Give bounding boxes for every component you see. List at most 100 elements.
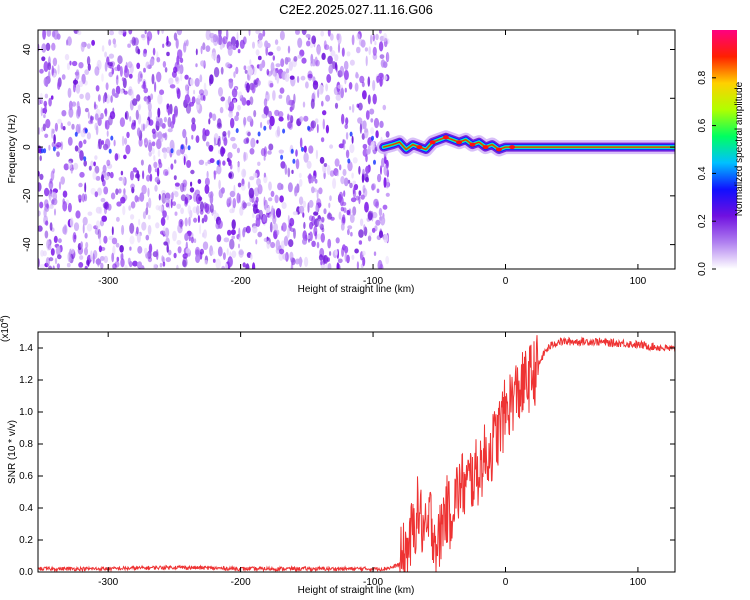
noise-blob — [336, 262, 340, 269]
noise-blob — [146, 98, 149, 105]
noise-blob — [246, 99, 251, 106]
noise-blob — [317, 218, 322, 228]
noise-blob — [267, 51, 274, 56]
noise-blob — [377, 173, 382, 183]
noise-blob — [56, 151, 60, 158]
noise-blob — [306, 160, 312, 169]
noise-blob — [116, 216, 120, 222]
noise-blob — [154, 168, 158, 173]
noise-blob — [193, 217, 198, 223]
noise-blob — [163, 241, 168, 246]
noise-blob — [334, 54, 339, 62]
noise-blob — [151, 128, 156, 134]
noise-blob — [110, 135, 114, 141]
noise-blob — [326, 257, 330, 262]
noise-blob — [130, 214, 135, 220]
noise-blob — [219, 44, 223, 50]
noise-blob — [169, 84, 176, 89]
noise-blob — [62, 190, 68, 198]
noise-blob — [289, 106, 293, 112]
noise-blob — [176, 88, 181, 100]
noise-blob — [190, 236, 194, 244]
noise-blob — [62, 201, 68, 212]
noise-blob — [138, 137, 143, 147]
noise-blob — [130, 89, 135, 100]
noise-blob — [216, 34, 222, 45]
snr-x-tick-label: 100 — [630, 577, 647, 588]
noise-blob — [45, 42, 51, 52]
noise-blob — [60, 176, 65, 185]
noise-blob — [368, 232, 372, 237]
noise-blob — [72, 79, 79, 85]
noise-blob — [316, 233, 322, 240]
noise-blob — [248, 187, 255, 199]
noise-blob — [369, 108, 375, 115]
noise-blob — [237, 49, 241, 54]
noise-blob — [40, 107, 43, 117]
noise-blob — [380, 165, 382, 175]
noise-blob — [93, 161, 96, 167]
noise-blob — [90, 160, 94, 167]
noise-blob — [129, 235, 135, 245]
noise-blob — [119, 117, 125, 128]
noise-blob — [349, 143, 355, 154]
noise-blob — [147, 214, 151, 220]
noise-blob — [370, 141, 375, 151]
noise-blob — [272, 55, 275, 61]
noise-blob — [134, 195, 139, 203]
noise-blob — [242, 262, 246, 268]
noise-blob — [152, 47, 156, 56]
noise-blob — [213, 67, 220, 78]
noise-blob — [287, 121, 292, 129]
noise-blob — [145, 207, 149, 216]
noise-blob — [374, 40, 377, 46]
noise-blob — [148, 142, 153, 153]
noise-blob — [253, 172, 258, 178]
noise-blob — [155, 249, 159, 261]
noise-blob — [101, 215, 107, 222]
noise-blob — [166, 146, 171, 154]
noise-blob — [296, 75, 300, 84]
noise-blob — [143, 124, 148, 129]
noise-blob — [142, 211, 147, 220]
noise-blob — [199, 74, 203, 83]
noise-blob — [276, 46, 281, 52]
noise-blob — [257, 161, 261, 166]
noise-blob — [192, 206, 198, 214]
noise-blob — [334, 102, 339, 109]
noise-blob — [199, 209, 204, 215]
noise-blob — [233, 99, 237, 104]
noise-blob — [163, 151, 167, 160]
noise-blob — [166, 51, 170, 57]
noise-blob — [351, 135, 354, 144]
noise-blob — [167, 249, 172, 256]
noise-blob — [270, 241, 276, 249]
noise-blob — [155, 222, 160, 229]
noise-blob — [268, 197, 273, 202]
noise-blob — [185, 39, 189, 47]
noise-blob — [195, 193, 202, 205]
snr-series-line — [38, 335, 675, 572]
noise-blob — [174, 182, 180, 187]
snr-x-label: Height of straight line (km) — [298, 585, 415, 596]
noise-blob — [329, 33, 334, 41]
noise-blob — [99, 237, 102, 245]
noise-blob — [244, 69, 248, 74]
noise-blob — [277, 182, 283, 191]
noise-blob — [311, 240, 316, 247]
noise-blob — [86, 259, 90, 266]
noise-blob — [227, 130, 231, 136]
noise-blob — [375, 219, 381, 226]
noise-blob — [319, 247, 325, 258]
noise-blob — [222, 252, 226, 260]
noise-blob — [163, 169, 169, 176]
noise-blob — [221, 265, 226, 269]
noise-blob — [293, 93, 296, 104]
noise-blob — [51, 42, 56, 51]
noise-blob — [92, 250, 98, 259]
noise-blob — [132, 98, 138, 106]
noise-blob — [40, 148, 44, 154]
noise-blob — [167, 128, 173, 133]
noise-blob — [241, 200, 246, 211]
noise-blob — [247, 181, 251, 189]
